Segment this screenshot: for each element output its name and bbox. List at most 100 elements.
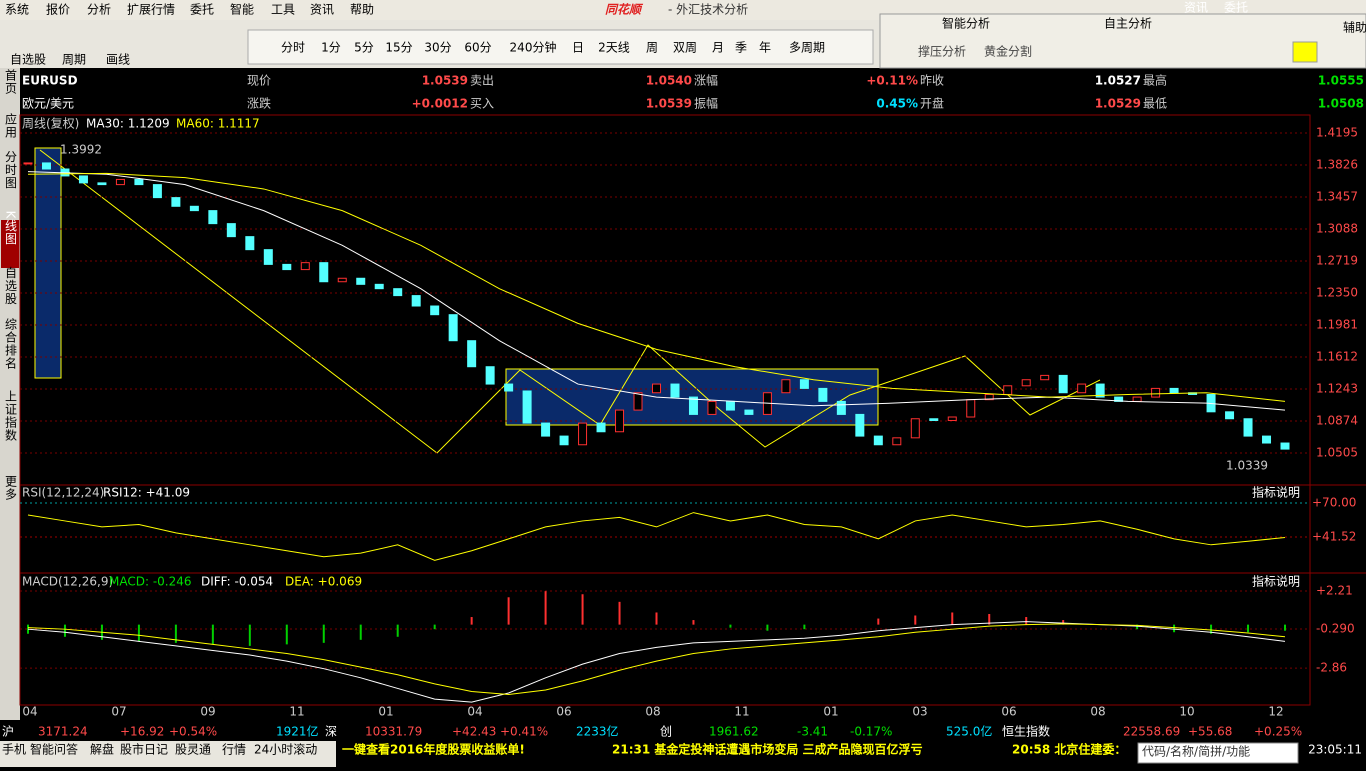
index-quote: 10331.79 xyxy=(365,725,422,739)
sidebar-tab[interactable]: K线图 xyxy=(4,211,18,246)
tool-button[interactable]: 画线 xyxy=(106,53,130,67)
bottom-tabs xyxy=(0,741,336,767)
analysis-button[interactable]: 黄金分割 xyxy=(984,44,1032,59)
top-button[interactable]: 资讯 xyxy=(1184,1,1208,15)
quote-label: 涨跌 xyxy=(247,96,271,111)
x-tick-label: 11 xyxy=(734,705,749,719)
top-button[interactable]: 辅助 xyxy=(1343,21,1366,35)
y-tick-label: 1.2719 xyxy=(1316,254,1358,268)
tool-button[interactable]: 自选股 xyxy=(10,53,46,67)
sidebar-tab[interactable]: 应用 xyxy=(4,112,18,139)
period-button[interactable]: 季 xyxy=(735,41,747,55)
candle xyxy=(873,435,883,446)
quote-value: 1.0529 xyxy=(1095,97,1141,111)
candle xyxy=(1262,435,1272,444)
index-quote: 3171.24 xyxy=(38,725,88,739)
candle xyxy=(1151,387,1161,398)
help-button[interactable]: 指标说明 xyxy=(1252,574,1300,589)
x-tick-label: 04 xyxy=(22,705,37,719)
x-tick-label: 06 xyxy=(556,705,571,719)
menu-item[interactable]: 报价 xyxy=(46,2,70,17)
panel-tab[interactable]: 智能分析 xyxy=(942,16,990,31)
analysis-panel xyxy=(879,13,1366,69)
period-button[interactable]: 日 xyxy=(572,41,584,55)
candle xyxy=(41,162,51,170)
candle xyxy=(393,288,403,297)
sidebar-tab[interactable]: 综合排名 xyxy=(4,318,18,370)
sidebar-tab[interactable]: 分时图 xyxy=(4,150,18,189)
candle xyxy=(115,178,125,186)
candle xyxy=(1021,379,1031,387)
period-button[interactable]: 双周 xyxy=(673,41,697,55)
symbol-name: 欧元/美元 xyxy=(22,97,74,111)
news-item[interactable]: 21:31 基金定投神话遭遇市场变局 三成产品隐现百亿浮亏 xyxy=(612,742,923,757)
candle xyxy=(78,175,88,184)
candle xyxy=(1095,383,1105,398)
y-tick-label: 1.0874 xyxy=(1316,414,1358,428)
candle xyxy=(208,210,218,225)
candle xyxy=(725,400,735,411)
candle xyxy=(688,396,698,415)
ma60-line xyxy=(27,172,1286,402)
period-button[interactable]: 月 xyxy=(712,41,724,55)
period-button[interactable]: 多周期 xyxy=(789,41,825,55)
period-button[interactable]: 周 xyxy=(646,41,658,55)
quote-value: 0.45% xyxy=(876,97,918,111)
sidebar-tab[interactable]: 首页 xyxy=(4,69,18,95)
bottom-tab[interactable]: 24小时滚动 xyxy=(254,742,317,757)
bottom-tab[interactable]: 股灵通 xyxy=(175,743,211,757)
analysis-button[interactable]: 撑压分析 xyxy=(918,44,966,59)
news-item[interactable]: 20:58 北京住建委： xyxy=(1012,742,1126,757)
color-swatch[interactable] xyxy=(1292,41,1318,63)
search-box[interactable] xyxy=(1137,742,1299,764)
menu-item[interactable]: 扩展行情 xyxy=(127,3,175,17)
sidebar-tab[interactable]: 自选股 xyxy=(4,266,18,305)
quote-value: +0.0012 xyxy=(412,97,468,111)
candle xyxy=(559,435,569,446)
period-button[interactable]: 30分 xyxy=(424,41,451,55)
ma60-legend: MA60: 1.1117 xyxy=(176,117,260,131)
bottom-tab[interactable]: 手机 xyxy=(2,743,26,757)
menu-item[interactable]: 委托 xyxy=(190,3,214,17)
bottom-tab[interactable]: 智能问答 xyxy=(30,742,78,757)
menu-item[interactable]: 系统 xyxy=(5,3,29,17)
rsi-title: RSI(12,12,24) xyxy=(22,486,104,500)
index-quote: 1921亿 xyxy=(276,724,319,739)
period-button[interactable]: 1分 xyxy=(321,41,341,55)
period-button[interactable]: 分时 xyxy=(281,41,305,55)
candle xyxy=(615,409,625,433)
candle xyxy=(910,418,920,439)
bottom-tab[interactable]: 股市日记 xyxy=(120,742,168,757)
period-button[interactable]: 2天线 xyxy=(598,41,630,55)
index-quote: +0.41% xyxy=(500,725,548,739)
sidebar-tab[interactable]: 更多 xyxy=(4,475,18,501)
period-button[interactable]: 60分 xyxy=(464,41,491,55)
period-button[interactable]: 240分钟 xyxy=(510,40,557,55)
search-placeholder[interactable]: 代码/名称/简拼/功能 xyxy=(1142,744,1250,759)
news-item[interactable]: 一键查看2016年度股票收益账单! xyxy=(342,742,525,757)
menu-item[interactable]: 智能 xyxy=(230,2,254,17)
help-button[interactable]: 指标说明 xyxy=(1252,485,1300,500)
period-button[interactable]: 5分 xyxy=(354,41,374,55)
period-button[interactable]: 年 xyxy=(759,41,771,55)
menu-item[interactable]: 帮助 xyxy=(350,3,374,17)
candle xyxy=(356,277,366,285)
menu-item[interactable]: 资讯 xyxy=(310,3,334,17)
panel-tab[interactable]: 自主分析 xyxy=(1104,17,1152,31)
x-tick-label: 07 xyxy=(111,705,126,719)
menu-item[interactable]: 工具 xyxy=(271,3,295,17)
sidebar-tab[interactable]: 上证指数 xyxy=(4,390,18,442)
index-quote: +0.25% xyxy=(1254,725,1302,739)
top-button[interactable]: 委托 xyxy=(1224,1,1248,15)
period-button[interactable]: 15分 xyxy=(385,41,412,55)
candle xyxy=(929,418,939,421)
bottom-tab[interactable]: 解盘 xyxy=(90,742,114,757)
tool-button[interactable]: 周期 xyxy=(62,53,86,67)
candle xyxy=(670,383,680,398)
candle xyxy=(707,400,717,415)
candle xyxy=(744,409,754,415)
y-tick-label: +41.52 xyxy=(1312,530,1356,544)
bottom-tab[interactable]: 行情 xyxy=(222,743,246,757)
menu-item[interactable]: 分析 xyxy=(87,3,111,17)
